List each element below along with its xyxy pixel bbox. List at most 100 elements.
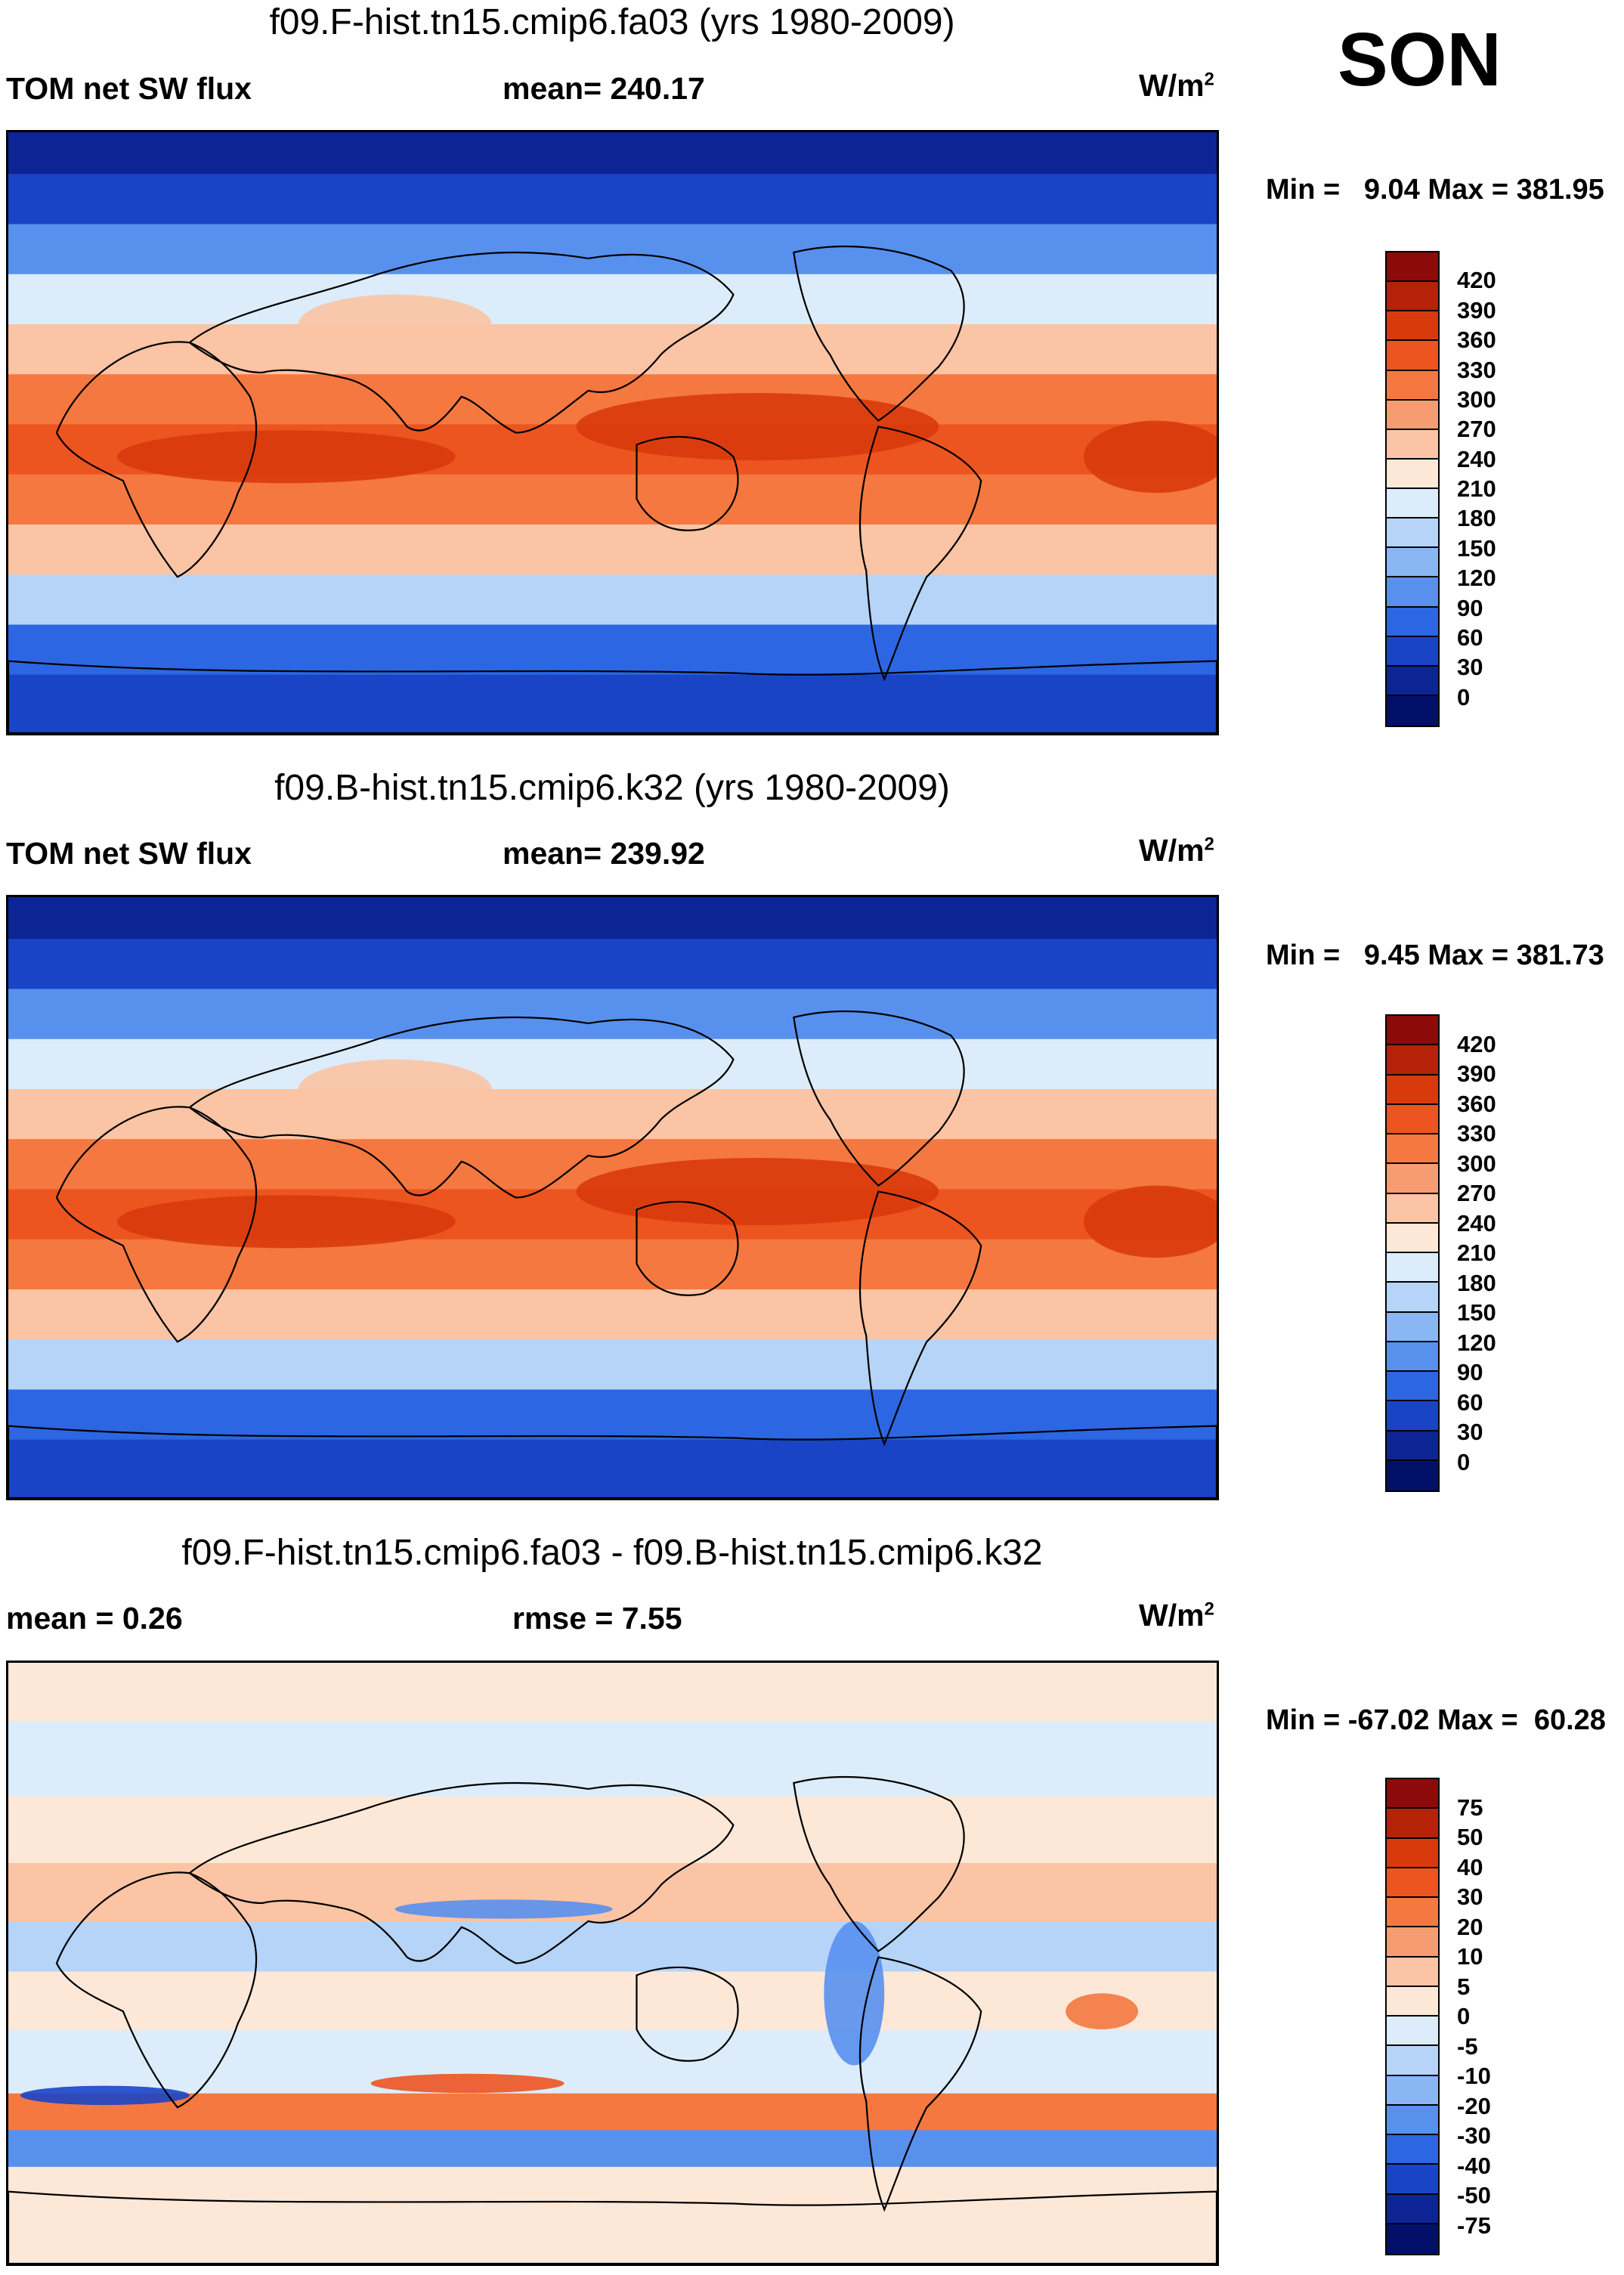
panel3-colorbar <box>1385 1778 1440 2255</box>
colorbar-segment <box>1387 1401 1438 1432</box>
panel2-map-svg <box>8 897 1217 1498</box>
colorbar-segment <box>1387 548 1438 578</box>
colorbar-segment <box>1387 489 1438 519</box>
map-feature <box>1084 1185 1217 1258</box>
colorbar-tick-label: 60 <box>1457 624 1483 651</box>
colorbar-segment <box>1387 429 1438 460</box>
colorbar-segment <box>1387 1809 1438 1839</box>
colorbar-tick-label: 180 <box>1457 1269 1496 1296</box>
panel3-rmse-label: rmse = 7.55 <box>512 1601 682 1636</box>
colorbar-tick-label: -10 <box>1457 2063 1491 2089</box>
panel3-map-svg <box>8 1663 1217 2264</box>
colorbar-segment <box>1387 2194 1438 2224</box>
colorbar-segment <box>1387 252 1438 283</box>
colorbar-tick-label: 210 <box>1457 1240 1496 1266</box>
colorbar-segment <box>1387 1312 1438 1342</box>
colorbar-segment <box>1387 2046 1438 2076</box>
colorbar-tick-label: 90 <box>1457 1359 1483 1385</box>
panel2-units-label: W/m2 <box>1139 833 1214 868</box>
map-feature <box>824 1921 885 2066</box>
colorbar-tick-label: -30 <box>1457 2122 1491 2149</box>
colorbar-tick-label: 30 <box>1457 1419 1483 1445</box>
colorbar-tick-label: 420 <box>1457 1030 1496 1057</box>
panel3-title: f09.F-hist.tn15.cmip6.fa03 - f09.B-hist.… <box>181 1533 1043 1573</box>
colorbar-segment <box>1387 1927 1438 1958</box>
colorbar-tick-label: 240 <box>1457 445 1496 472</box>
colorbar-segment <box>1387 1223 1438 1253</box>
map-band <box>8 1339 1217 1391</box>
coastline <box>8 1425 1217 1498</box>
coastline <box>793 245 965 422</box>
map-band <box>8 2130 1217 2168</box>
colorbar-tick-label: 180 <box>1457 505 1496 532</box>
colorbar-segment <box>1387 2165 1438 2195</box>
colorbar-tick-label: 270 <box>1457 1180 1496 1206</box>
colorbar-segment <box>1387 1779 1438 1809</box>
map-band <box>8 1663 1217 1722</box>
coastline <box>188 1781 735 1964</box>
coastline <box>858 1956 982 2212</box>
panel1-mean-label: mean= 240.17 <box>503 71 705 106</box>
panel1-variable-label: TOM net SW flux <box>6 71 252 106</box>
panel2-colorbar <box>1385 1014 1440 1492</box>
map-feature <box>116 1195 456 1249</box>
colorbar-segment <box>1387 1868 1438 1898</box>
colorbar-tick-label: 150 <box>1457 1299 1496 1326</box>
colorbar-tick-label: 240 <box>1457 1209 1496 1237</box>
colorbar-segment <box>1387 1957 1438 1987</box>
map-feature <box>1066 1993 1139 2029</box>
coastline <box>793 1010 965 1187</box>
panel2-map <box>6 895 1219 1500</box>
coastline <box>858 1190 982 1447</box>
map-band <box>8 1038 1217 1090</box>
colorbar-tick-label: 40 <box>1457 1853 1483 1880</box>
coastline <box>8 660 1217 733</box>
colorbar-segment <box>1387 311 1438 342</box>
map-band <box>8 474 1217 525</box>
map-band <box>8 897 1217 940</box>
colorbar-segment <box>1387 1431 1438 1461</box>
coastline <box>8 2190 1217 2264</box>
colorbar-segment <box>1387 2017 1438 2047</box>
colorbar-segment <box>1387 1164 1438 1194</box>
panel2-minmax: Min = 9.45 Max = 381.73 <box>1266 939 1604 971</box>
colorbar-tick-label: 330 <box>1457 356 1496 383</box>
colorbar-tick-label: 90 <box>1457 594 1483 621</box>
map-band <box>8 1721 1217 1797</box>
colorbar-segment <box>1387 2105 1438 2135</box>
colorbar-tick-label: 300 <box>1457 1150 1496 1177</box>
colorbar-segment <box>1387 282 1438 312</box>
panel1-minmax: Min = 9.04 Max = 381.95 <box>1266 174 1604 206</box>
colorbar-tick-label: 75 <box>1457 1794 1483 1821</box>
season-label: SON <box>1338 17 1502 102</box>
colorbar-tick-label: -75 <box>1457 2212 1491 2239</box>
colorbar-segment <box>1387 2135 1438 2165</box>
colorbar-tick-label: 330 <box>1457 1120 1496 1147</box>
panel3-map <box>6 1661 1219 2266</box>
colorbar-segment <box>1387 341 1438 371</box>
map-band <box>8 2093 1217 2131</box>
map-band <box>8 1863 1217 1923</box>
map-band <box>8 524 1217 576</box>
map-band <box>8 132 1217 175</box>
colorbar-tick-label: 420 <box>1457 267 1496 294</box>
panel2-variable-label: TOM net SW flux <box>6 836 252 871</box>
panel1-map-svg <box>8 132 1217 733</box>
map-feature <box>20 2085 190 2106</box>
colorbar-segment <box>1387 1016 1438 1046</box>
panel1-title: f09.F-hist.tn15.cmip6.fa03 (yrs 1980-200… <box>269 2 955 42</box>
map-band <box>8 1289 1217 1341</box>
map-feature <box>394 1899 613 1919</box>
colorbar-segment <box>1387 459 1438 489</box>
map-band <box>8 1971 1217 2031</box>
colorbar-segment <box>1387 1372 1438 1402</box>
colorbar-tick-label: 30 <box>1457 1883 1483 1910</box>
colorbar-tick-label: 360 <box>1457 1090 1496 1117</box>
panel1-colorbar <box>1385 251 1440 727</box>
colorbar-tick-label: 390 <box>1457 296 1496 323</box>
colorbar-segment <box>1387 607 1438 637</box>
map-band <box>8 624 1217 676</box>
map-band <box>8 674 1217 733</box>
map-feature <box>576 1158 939 1226</box>
colorbar-segment <box>1387 1986 1438 2017</box>
